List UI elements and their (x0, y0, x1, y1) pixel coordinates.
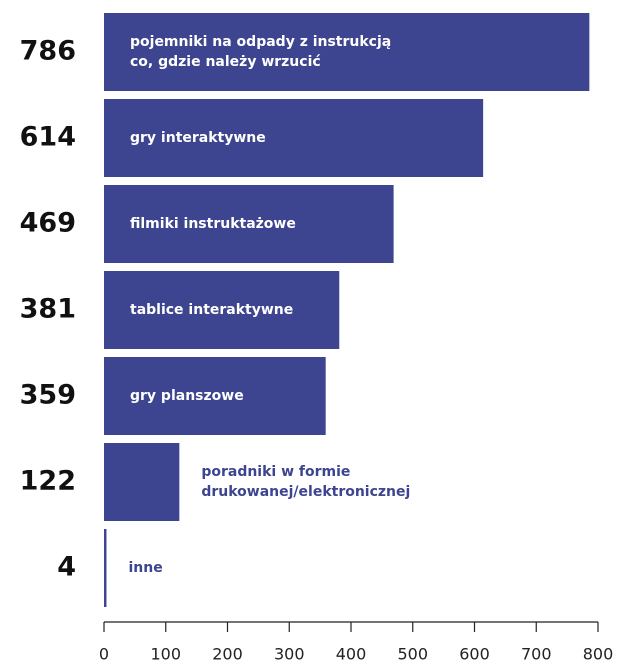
bar (104, 357, 326, 435)
bar (104, 185, 394, 263)
x-tick-label: 100 (150, 645, 181, 664)
bar (104, 529, 107, 607)
value-label: 786 (20, 36, 76, 67)
x-tick-label: 700 (521, 645, 552, 664)
category-label: pojemniki na odpady z instrukcją co, gdzi… (130, 34, 391, 70)
category-label: tablice interaktywne (130, 302, 293, 318)
x-tick-label: 300 (274, 645, 305, 664)
category-label: filmiki instruktażowe (130, 216, 296, 232)
x-tick-label: 800 (583, 645, 614, 664)
category-label: gry interaktywne (130, 130, 266, 146)
value-label: 469 (20, 208, 76, 239)
bar (104, 99, 484, 177)
bar (104, 271, 340, 349)
x-tick-label: 0 (99, 645, 109, 664)
x-tick-label: 600 (459, 645, 490, 664)
category-label: inne (128, 560, 162, 576)
category-label: gry planszowe (130, 388, 244, 404)
x-tick-label: 200 (212, 645, 243, 664)
x-tick-label: 400 (336, 645, 367, 664)
value-label: 4 (57, 552, 76, 583)
x-tick-label: 500 (397, 645, 428, 664)
value-label: 122 (20, 466, 76, 497)
bar (104, 13, 590, 91)
value-label: 614 (20, 122, 76, 153)
value-label: 381 (20, 294, 76, 325)
category-label: poradniki w formie drukowanej/elektronicz… (201, 464, 410, 500)
bar (104, 443, 180, 521)
value-label: 359 (20, 380, 76, 411)
